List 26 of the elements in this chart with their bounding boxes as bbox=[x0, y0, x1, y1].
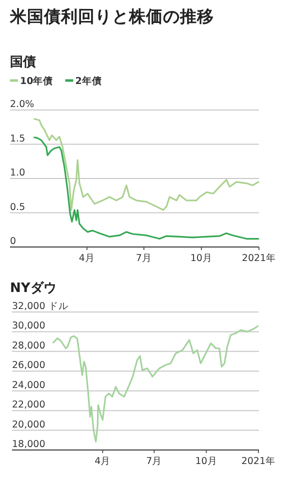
y-tick-label: 1.5 bbox=[10, 133, 26, 144]
y-tick-label: 26,000 bbox=[12, 360, 46, 372]
y-tick-label: 1.0 bbox=[10, 168, 26, 178]
x-tick-label: 4月 bbox=[94, 456, 111, 467]
x-tick-label: 7月 bbox=[136, 253, 152, 264]
chart-subtitle: 国債 bbox=[10, 55, 36, 70]
x-tick-label: 2021年 bbox=[241, 455, 276, 467]
legend-label: 10年債 bbox=[20, 75, 54, 87]
y-tick-label: 18,000 bbox=[12, 439, 46, 450]
chart-title: 米国債利回りと株価の推移 bbox=[9, 7, 214, 26]
y-tick-label: 32,000 ドル bbox=[12, 301, 68, 312]
x-tick-label: 10月 bbox=[190, 253, 212, 264]
y-tick-label: 2.0% bbox=[10, 99, 34, 110]
x-tick-label: 10月 bbox=[195, 456, 218, 467]
y-tick-label: 22,000 bbox=[12, 400, 46, 411]
x-tick-label: 7月 bbox=[146, 456, 162, 467]
y-tick-label: 0.5 bbox=[10, 202, 26, 213]
y-tick-label: 24,000 bbox=[12, 380, 46, 391]
chart-title: NYダウ bbox=[10, 281, 56, 296]
y-tick-label: 0 bbox=[10, 236, 16, 247]
y-tick-label: 30,000 bbox=[12, 320, 46, 332]
x-tick-label: 4月 bbox=[78, 253, 95, 264]
y-tick-label: 20,000 bbox=[12, 419, 46, 430]
y-tick-label: 28,000 bbox=[12, 340, 46, 352]
legend-label: 2年債 bbox=[75, 75, 102, 87]
x-tick-label: 2021年 bbox=[242, 252, 276, 264]
